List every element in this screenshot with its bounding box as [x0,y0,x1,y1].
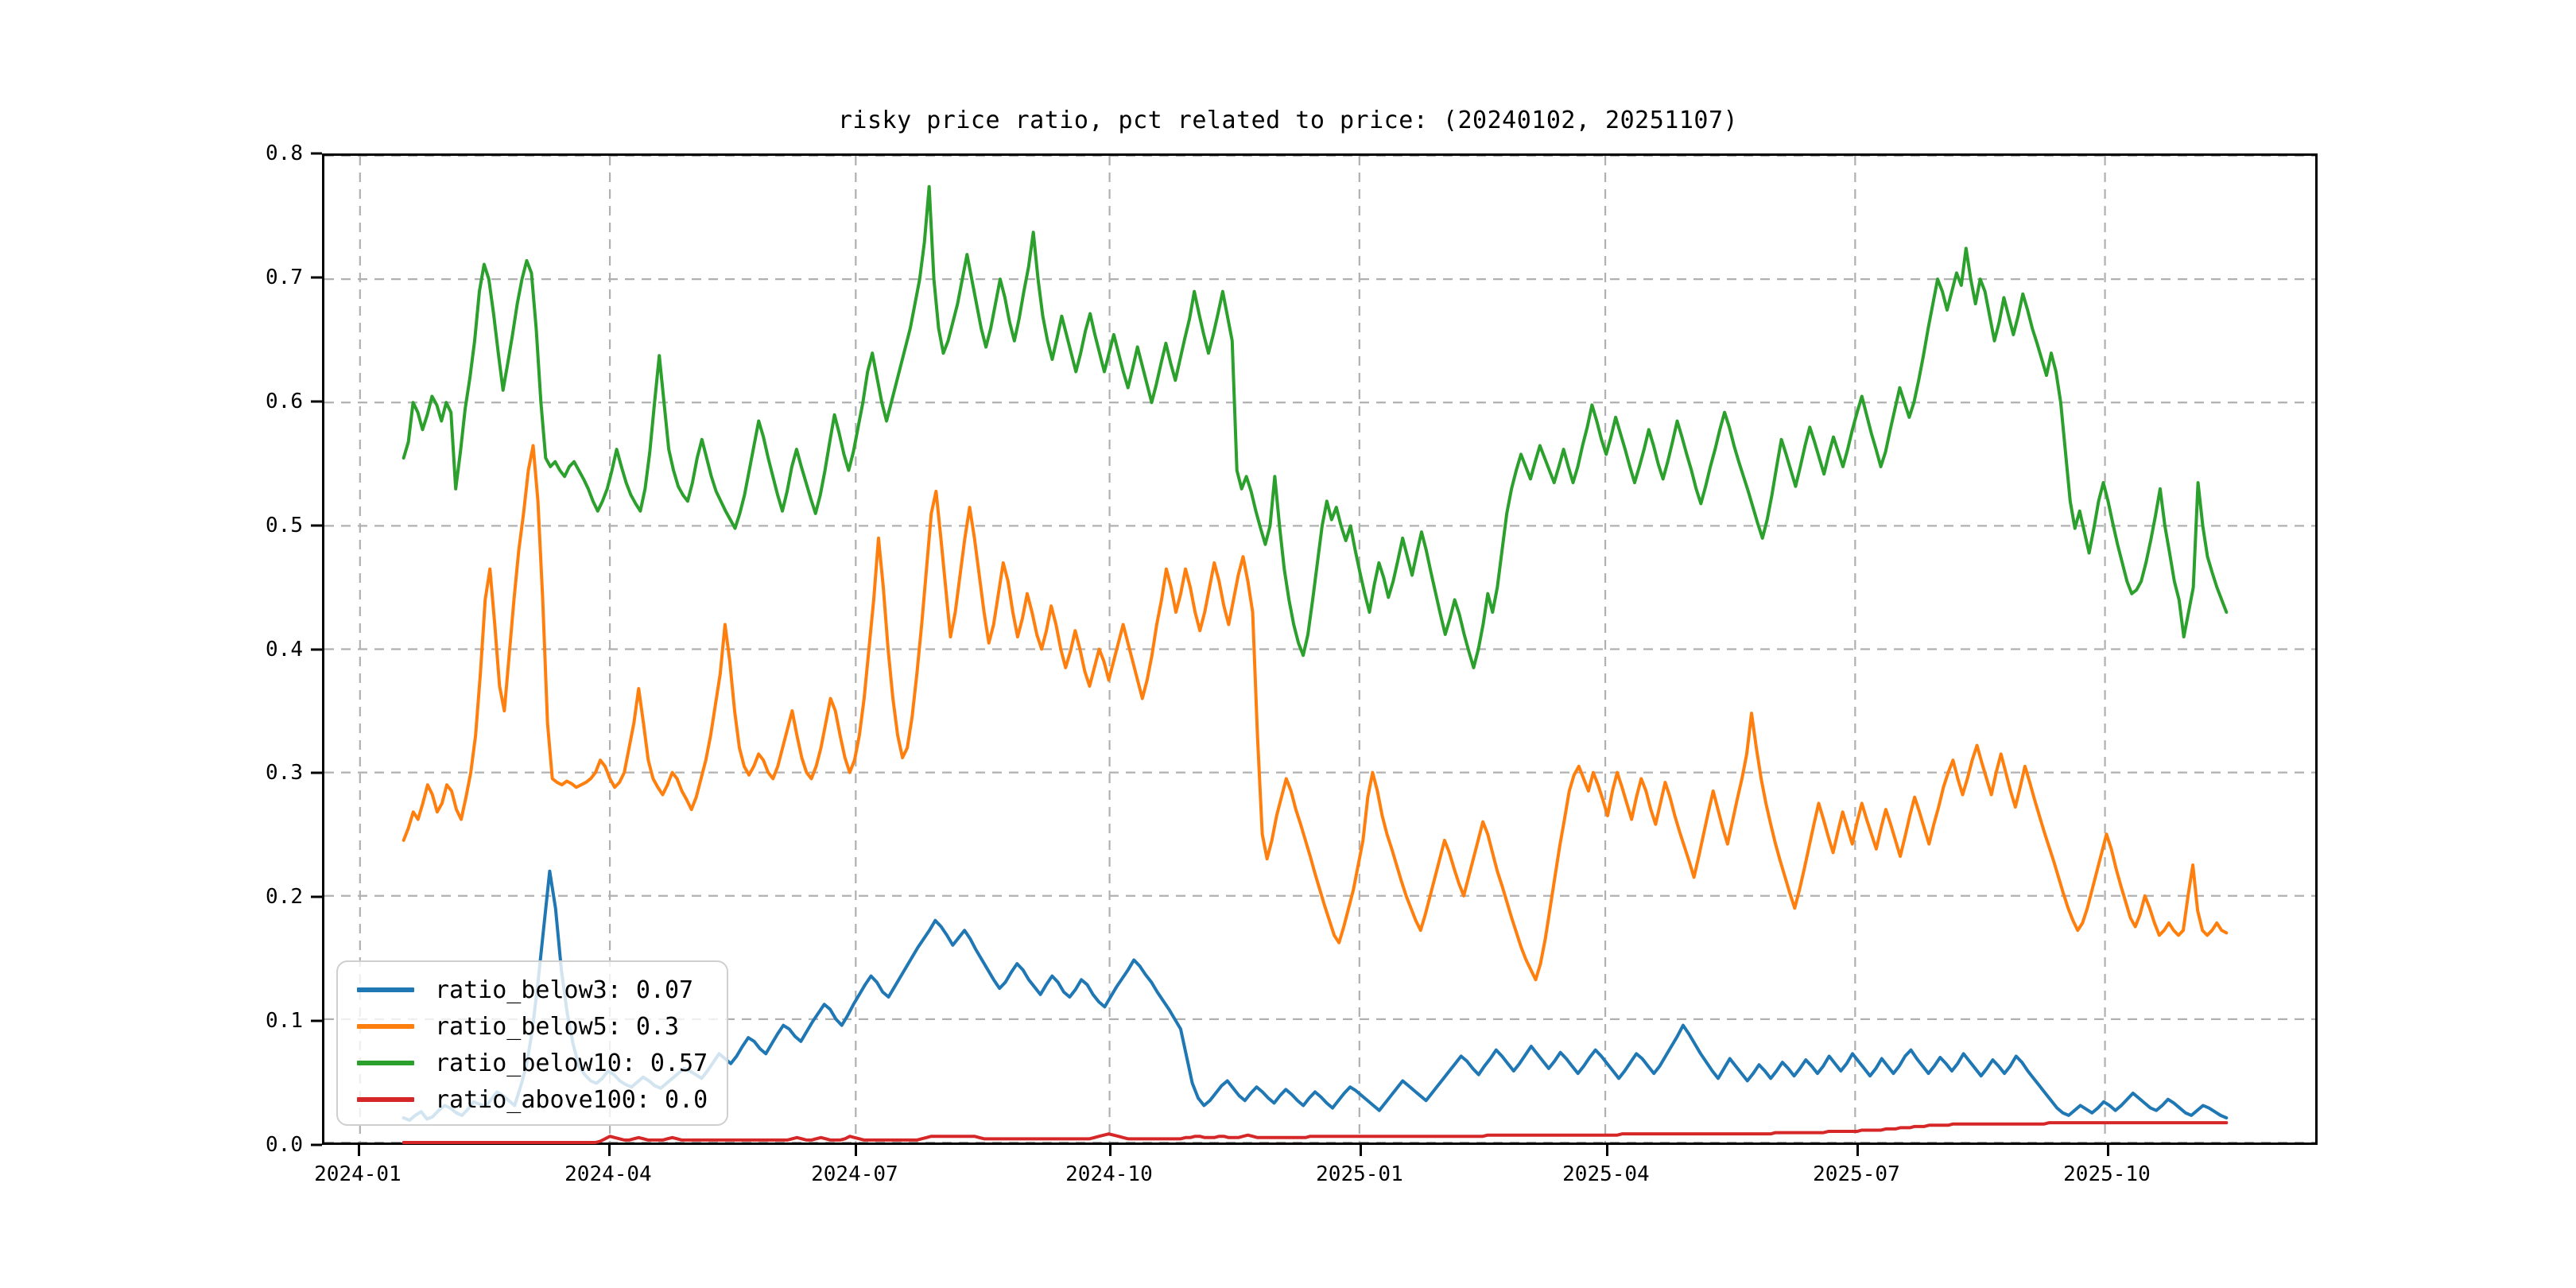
y-tick-label: 0.3 [266,761,303,786]
legend-color-swatch [357,987,414,992]
legend-item-label: ratio_below5: 0.3 [435,1012,680,1041]
x-tick-label: 2024-04 [564,1162,652,1186]
legend-box[interactable]: ratio_below3: 0.07 ratio_below5: 0.3 ratio… [336,960,728,1126]
y-tick-mark [311,771,322,774]
legend-color-swatch [357,1097,414,1102]
x-tick-label: 2024-01 [314,1162,402,1186]
y-tick-label: 0.4 [266,637,303,661]
legend-item-label: ratio_below10: 0.57 [435,1049,708,1077]
x-tick-label: 2024-10 [1065,1162,1153,1186]
y-tick-label: 0.2 [266,885,303,910]
y-tick-mark [311,648,322,650]
y-tick-mark [311,524,322,527]
y-tick-mark [311,895,322,898]
x-tick-mark [1605,1145,1608,1156]
y-tick-mark [311,1019,322,1022]
y-tick-mark [311,400,322,403]
x-tick-mark [1108,1145,1111,1156]
x-tick-label: 2025-07 [1813,1162,1900,1186]
series-line-ratio_above100 [404,1123,2227,1143]
x-tick-label: 2025-01 [1316,1162,1403,1186]
x-tick-label: 2025-04 [1562,1162,1650,1186]
y-tick-mark [311,276,322,279]
legend-color-swatch [357,1024,414,1029]
legend-item-ratio_below5[interactable]: ratio_below5: 0.3 [338,1008,727,1045]
legend-item-label: ratio_below3: 0.07 [435,976,694,1004]
y-tick-mark [311,152,322,155]
y-tick-label: 0.8 [266,142,303,165]
y-tick-label: 0.5 [266,513,303,537]
y-tick-label: 0.1 [266,1009,303,1034]
x-tick-label: 2025-10 [2063,1162,2151,1186]
x-tick-mark [607,1145,611,1156]
x-tick-mark [2106,1145,2109,1156]
legend-color-swatch [357,1061,414,1065]
x-tick-label: 2024-07 [811,1162,898,1186]
legend-item-ratio_below3[interactable]: ratio_below3: 0.07 [338,972,727,1008]
x-tick-mark [1856,1145,1859,1156]
x-tick-mark [854,1145,857,1156]
legend-item-ratio_below10[interactable]: ratio_below10: 0.57 [338,1045,727,1081]
x-tick-mark [357,1145,360,1156]
y-tick-label: 0.0 [266,1133,303,1157]
y-tick-label: 0.6 [266,389,303,413]
y-tick-mark [311,1143,322,1146]
x-tick-mark [1359,1145,1362,1156]
page-title: risky price ratio, pct related to price:… [837,107,1739,134]
legend-item-ratio_above100[interactable]: ratio_above100: 0.0 [338,1081,727,1118]
legend-item-label: ratio_above100: 0.0 [435,1085,708,1114]
series-line-ratio_below10 [404,187,2227,668]
y-tick-label: 0.7 [266,265,303,289]
series-line-ratio_below5 [404,446,2227,980]
